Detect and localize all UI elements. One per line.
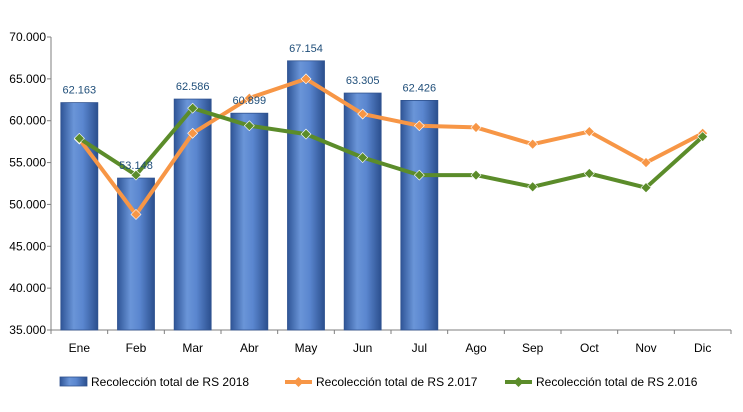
x-tick-label: Mar <box>182 341 203 355</box>
series-marker-1 <box>583 126 595 138</box>
series-marker-1 <box>357 108 369 120</box>
x-tick-label: May <box>295 341 318 355</box>
bar-data-label: 62.426 <box>403 82 437 94</box>
legend-marker <box>293 377 304 387</box>
y-tick-label: 40.000 <box>9 281 46 295</box>
legend-marker <box>513 377 524 387</box>
series-marker-2 <box>527 181 539 193</box>
series-marker-1 <box>527 138 539 150</box>
series-marker-2 <box>187 102 199 114</box>
x-tick-label: Dic <box>694 341 711 355</box>
legend-label: Recolección total de RS 2.017 <box>316 375 478 389</box>
y-tick-label: 60.000 <box>9 114 46 128</box>
bar-data-label: 62.586 <box>176 81 210 93</box>
series-marker-2 <box>357 152 369 163</box>
series-marker-1 <box>300 73 312 85</box>
axes: 35.000 40.000 45.000 50.000 55.000 60.000 65.0… <box>9 30 732 355</box>
series-marker-2 <box>583 168 595 179</box>
legend-bar-swatch <box>59 376 88 387</box>
x-tick-label: Ene <box>69 341 91 355</box>
series-marker-2 <box>697 131 709 143</box>
series-line-1 <box>77 76 705 217</box>
x-tick-label: Oct <box>580 341 599 355</box>
x-tick-label: Sep <box>522 341 544 355</box>
bar-series <box>60 60 439 331</box>
series-marker-1 <box>640 157 652 168</box>
series-marker-2 <box>300 128 312 140</box>
line-series <box>73 73 709 220</box>
series-marker-2 <box>73 132 85 144</box>
x-tick-label: Feb <box>126 341 147 355</box>
bar <box>400 100 439 331</box>
y-tick-label: 55.000 <box>9 156 46 170</box>
bar-data-label: 63.305 <box>346 75 380 87</box>
y-tick-label: 70.000 <box>9 30 46 44</box>
bar-data-label: 62.163 <box>63 85 97 97</box>
bar-data-label: 67.154 <box>289 43 323 55</box>
series-marker-1 <box>187 127 199 139</box>
series-marker-2 <box>243 120 255 132</box>
series-marker-2 <box>130 169 142 181</box>
y-tick-label: 45.000 <box>9 239 46 253</box>
y-tick-label: 35.000 <box>9 323 46 337</box>
bar <box>287 60 325 331</box>
series-marker-1 <box>243 92 255 104</box>
series-line-2 <box>77 106 705 190</box>
legend-label: Recolección total de RS 2.016 <box>536 375 698 389</box>
series-marker-2 <box>470 169 482 181</box>
y-tick-label: 65.000 <box>9 72 46 86</box>
x-tick-label: Ago <box>465 341 487 355</box>
y-tick-label: 50.000 <box>9 197 46 211</box>
data-labels: 62.163 53.148 62.586 60.899 67.154 63.305 62.4… <box>63 43 437 172</box>
series-marker-1 <box>470 121 482 133</box>
series-marker-2 <box>640 182 652 194</box>
legend: Recolección total de RS 2018 Recolección … <box>59 375 698 389</box>
bar-data-label: 60.899 <box>233 95 267 107</box>
series-marker-1 <box>130 209 142 220</box>
bar <box>343 92 382 331</box>
series-marker-1 <box>413 120 425 132</box>
bar-data-label: 53.148 <box>119 160 153 172</box>
x-tick-label: Abr <box>240 341 259 355</box>
x-tick-label: Nov <box>635 341 656 355</box>
x-tick-label: Jul <box>412 341 427 355</box>
x-tick-label: Jun <box>353 341 372 355</box>
legend-label: Recolección total de RS 2018 <box>91 375 249 389</box>
bar <box>230 112 269 331</box>
bar <box>117 177 155 331</box>
series-marker-2 <box>413 169 425 181</box>
